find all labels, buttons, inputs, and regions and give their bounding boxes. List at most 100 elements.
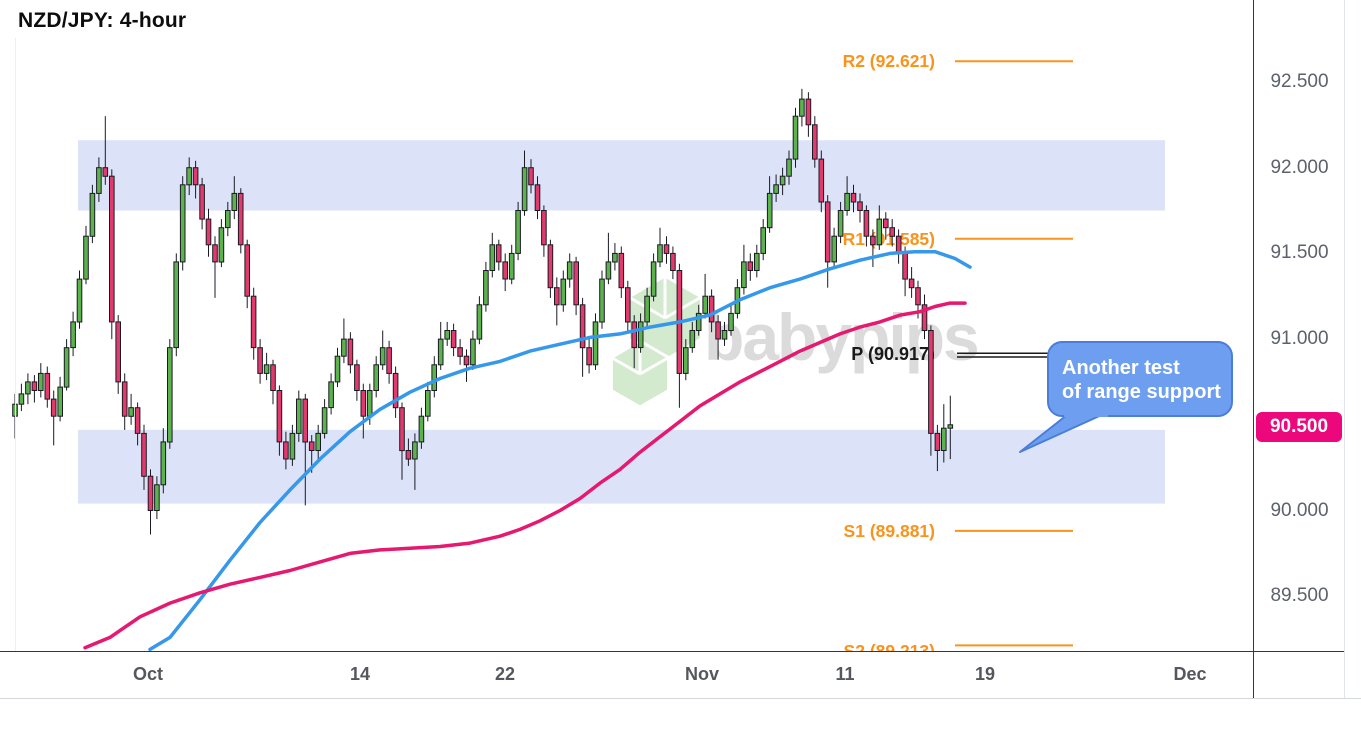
candle-up [186,167,192,186]
candle-down [708,295,715,323]
candle-down [399,407,405,452]
candle-up [437,338,444,366]
callout-seam-patch [1064,407,1108,417]
candle-down [541,210,547,246]
candle-down [889,227,896,237]
candle-up [366,390,373,417]
price-chart-pane[interactable]: babypips R2 (92.621) R1 (91.585) P (90.9… [0,0,1253,651]
candle-down [908,278,915,289]
time-label-oct: Oct [132,664,164,684]
candle-up [96,167,102,194]
chart-title: NZD/JPY: 4-hour [18,9,187,32]
candle-up [760,227,767,254]
candle-up [876,218,883,246]
candle-down [579,304,586,349]
price-axis[interactable]: 92.500 92.000 91.500 91.000 90.000 89.50… [1254,0,1345,651]
candle-up [657,244,663,263]
candle-down [870,235,876,246]
candle-up [612,252,618,263]
candle-down [857,201,863,211]
price-label: 90.000 [1270,500,1329,521]
candle-down [270,364,276,391]
candle-up [728,312,734,331]
moving-averages-layer [83,249,972,651]
candle-up [321,407,328,434]
time-label-22: 22 [494,664,516,684]
candle-down [670,252,676,271]
candle-up [786,158,792,177]
candle-down [928,330,934,434]
candle-down [50,398,57,417]
candle-up [179,184,186,263]
candle-up [173,261,179,349]
pivot-label-r2: R2 (92.621) [843,51,935,71]
last-price-badge: 90.500 [1256,412,1342,442]
candle-up [70,321,76,349]
callout-annotation[interactable]: Another test of range support [957,341,1233,453]
callout-bubble[interactable] [1047,341,1233,417]
candle-up [225,210,231,229]
candle-down [528,167,534,186]
widget-right-border [1344,0,1345,698]
candle-up [637,321,644,349]
candle-up [418,415,425,443]
candle-down [547,244,554,289]
candle-down [534,184,541,212]
candle-down [257,347,263,374]
callout-text-line2: of range support [1062,381,1221,403]
candle-up [373,364,379,391]
candle-up [773,184,779,194]
candle-up [334,355,341,383]
candle-up [444,330,450,340]
pivot-label-r1: R1 (91.585) [843,229,935,249]
candle-down [824,201,831,263]
candle-up [83,235,89,280]
candle-up [218,227,225,263]
candle-down [902,252,908,280]
time-axis-border [0,651,1345,652]
candle-up [12,403,18,417]
candle-down [663,244,670,254]
candle-up [695,312,702,331]
candle-down [199,184,205,220]
price-axis-border [1253,0,1254,698]
candle-down [386,347,392,374]
candle-down [618,252,625,289]
candle-down [450,330,457,349]
candle-down [895,235,902,254]
candle-up [754,252,760,271]
fast-ma-line [148,249,972,651]
babypips-watermark: babypips [609,274,980,409]
candle-up [489,244,496,272]
candle-down [457,347,463,357]
candle-up [57,386,64,417]
candle-up [721,330,728,340]
candle-down [250,295,257,349]
candle-down [244,244,250,297]
candle-down [495,244,502,263]
candle-up [263,364,270,374]
time-axis[interactable]: Oct 14 22 Nov 11 19 Dec [0,652,1253,698]
time-label-11: 11 [835,664,855,684]
candle-up [154,484,160,511]
candle-down [392,372,399,409]
candle-up [379,347,386,366]
candle-up [89,192,96,237]
candle-up [947,424,954,429]
pivot-label-p: P (90.917) [851,344,935,364]
candle-up [160,441,167,486]
price-label: 91.500 [1270,242,1329,263]
price-chart[interactable]: babypips R2 (92.621) R1 (91.585) P (90.9… [0,0,1253,651]
candle-down [347,338,354,366]
slow-ma-line [83,301,967,650]
candle-up [483,270,489,306]
candle-down [625,287,631,323]
candle-up [508,252,515,280]
candle-down [850,192,857,203]
candle-up [605,261,612,280]
watermark-text: babypips [704,300,978,374]
price-label: 92.500 [1270,71,1329,92]
candle-down [302,398,308,443]
candle-up [566,261,573,280]
candle-up [476,304,483,340]
